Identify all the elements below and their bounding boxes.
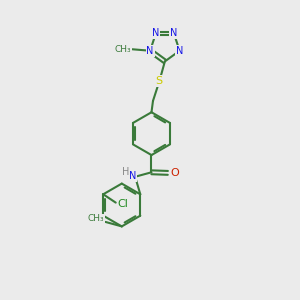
Text: S: S bbox=[156, 76, 163, 86]
Text: O: O bbox=[170, 168, 179, 178]
Text: N: N bbox=[152, 28, 160, 38]
Text: Cl: Cl bbox=[118, 199, 129, 209]
Text: CH₃: CH₃ bbox=[115, 45, 131, 54]
Text: H: H bbox=[122, 167, 129, 177]
Text: N: N bbox=[170, 28, 178, 38]
Text: N: N bbox=[129, 171, 136, 181]
Text: N: N bbox=[176, 46, 183, 56]
Text: N: N bbox=[146, 46, 154, 56]
Text: CH₃: CH₃ bbox=[88, 214, 104, 224]
